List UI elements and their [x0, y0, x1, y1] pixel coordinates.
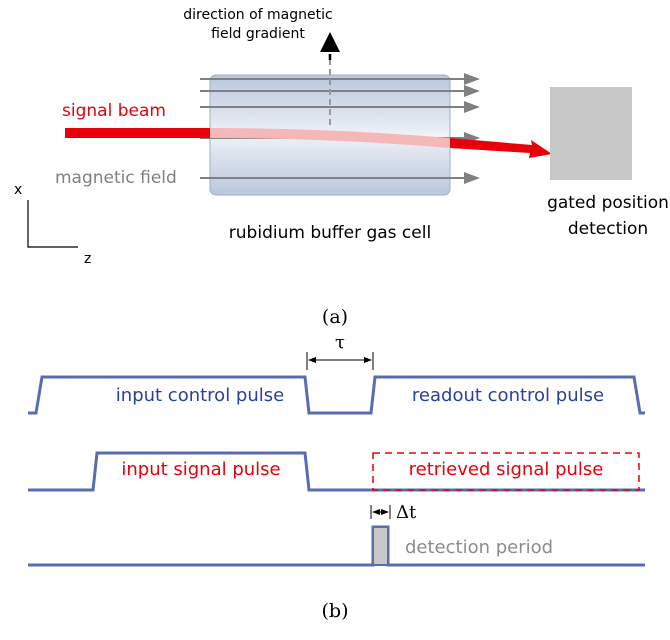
detection-label: detection period: [405, 537, 553, 558]
pulse-label: readout control pulse: [412, 385, 604, 406]
figure: direction of magnetic field gradient sig…: [0, 0, 670, 640]
detector-label: gated position: [547, 193, 669, 213]
signal-beam-in: [65, 128, 211, 138]
field-label: magnetic field: [55, 168, 177, 188]
axes: [28, 200, 78, 247]
signal-beam-label: signal beam: [62, 101, 166, 121]
delta-t-label: Δt: [396, 502, 417, 523]
cell-label: rubidium buffer gas cell: [229, 223, 431, 243]
axis-x: x: [14, 182, 22, 198]
axis-z: z: [84, 251, 91, 267]
detection-gate: [373, 527, 388, 565]
caption: (b): [322, 600, 349, 622]
gradient-label: field gradient: [211, 26, 305, 42]
pulse-label: input control pulse: [116, 385, 284, 406]
caption: (a): [322, 306, 348, 328]
gradient-label: direction of magnetic: [183, 7, 332, 23]
pulse-label: retrieved signal pulse: [409, 459, 604, 480]
detector-label: detection: [568, 219, 648, 239]
signal-beam-out: [450, 138, 552, 158]
detector: [550, 87, 632, 180]
pulse-label: input signal pulse: [121, 459, 280, 480]
tau-label: τ: [335, 332, 345, 353]
